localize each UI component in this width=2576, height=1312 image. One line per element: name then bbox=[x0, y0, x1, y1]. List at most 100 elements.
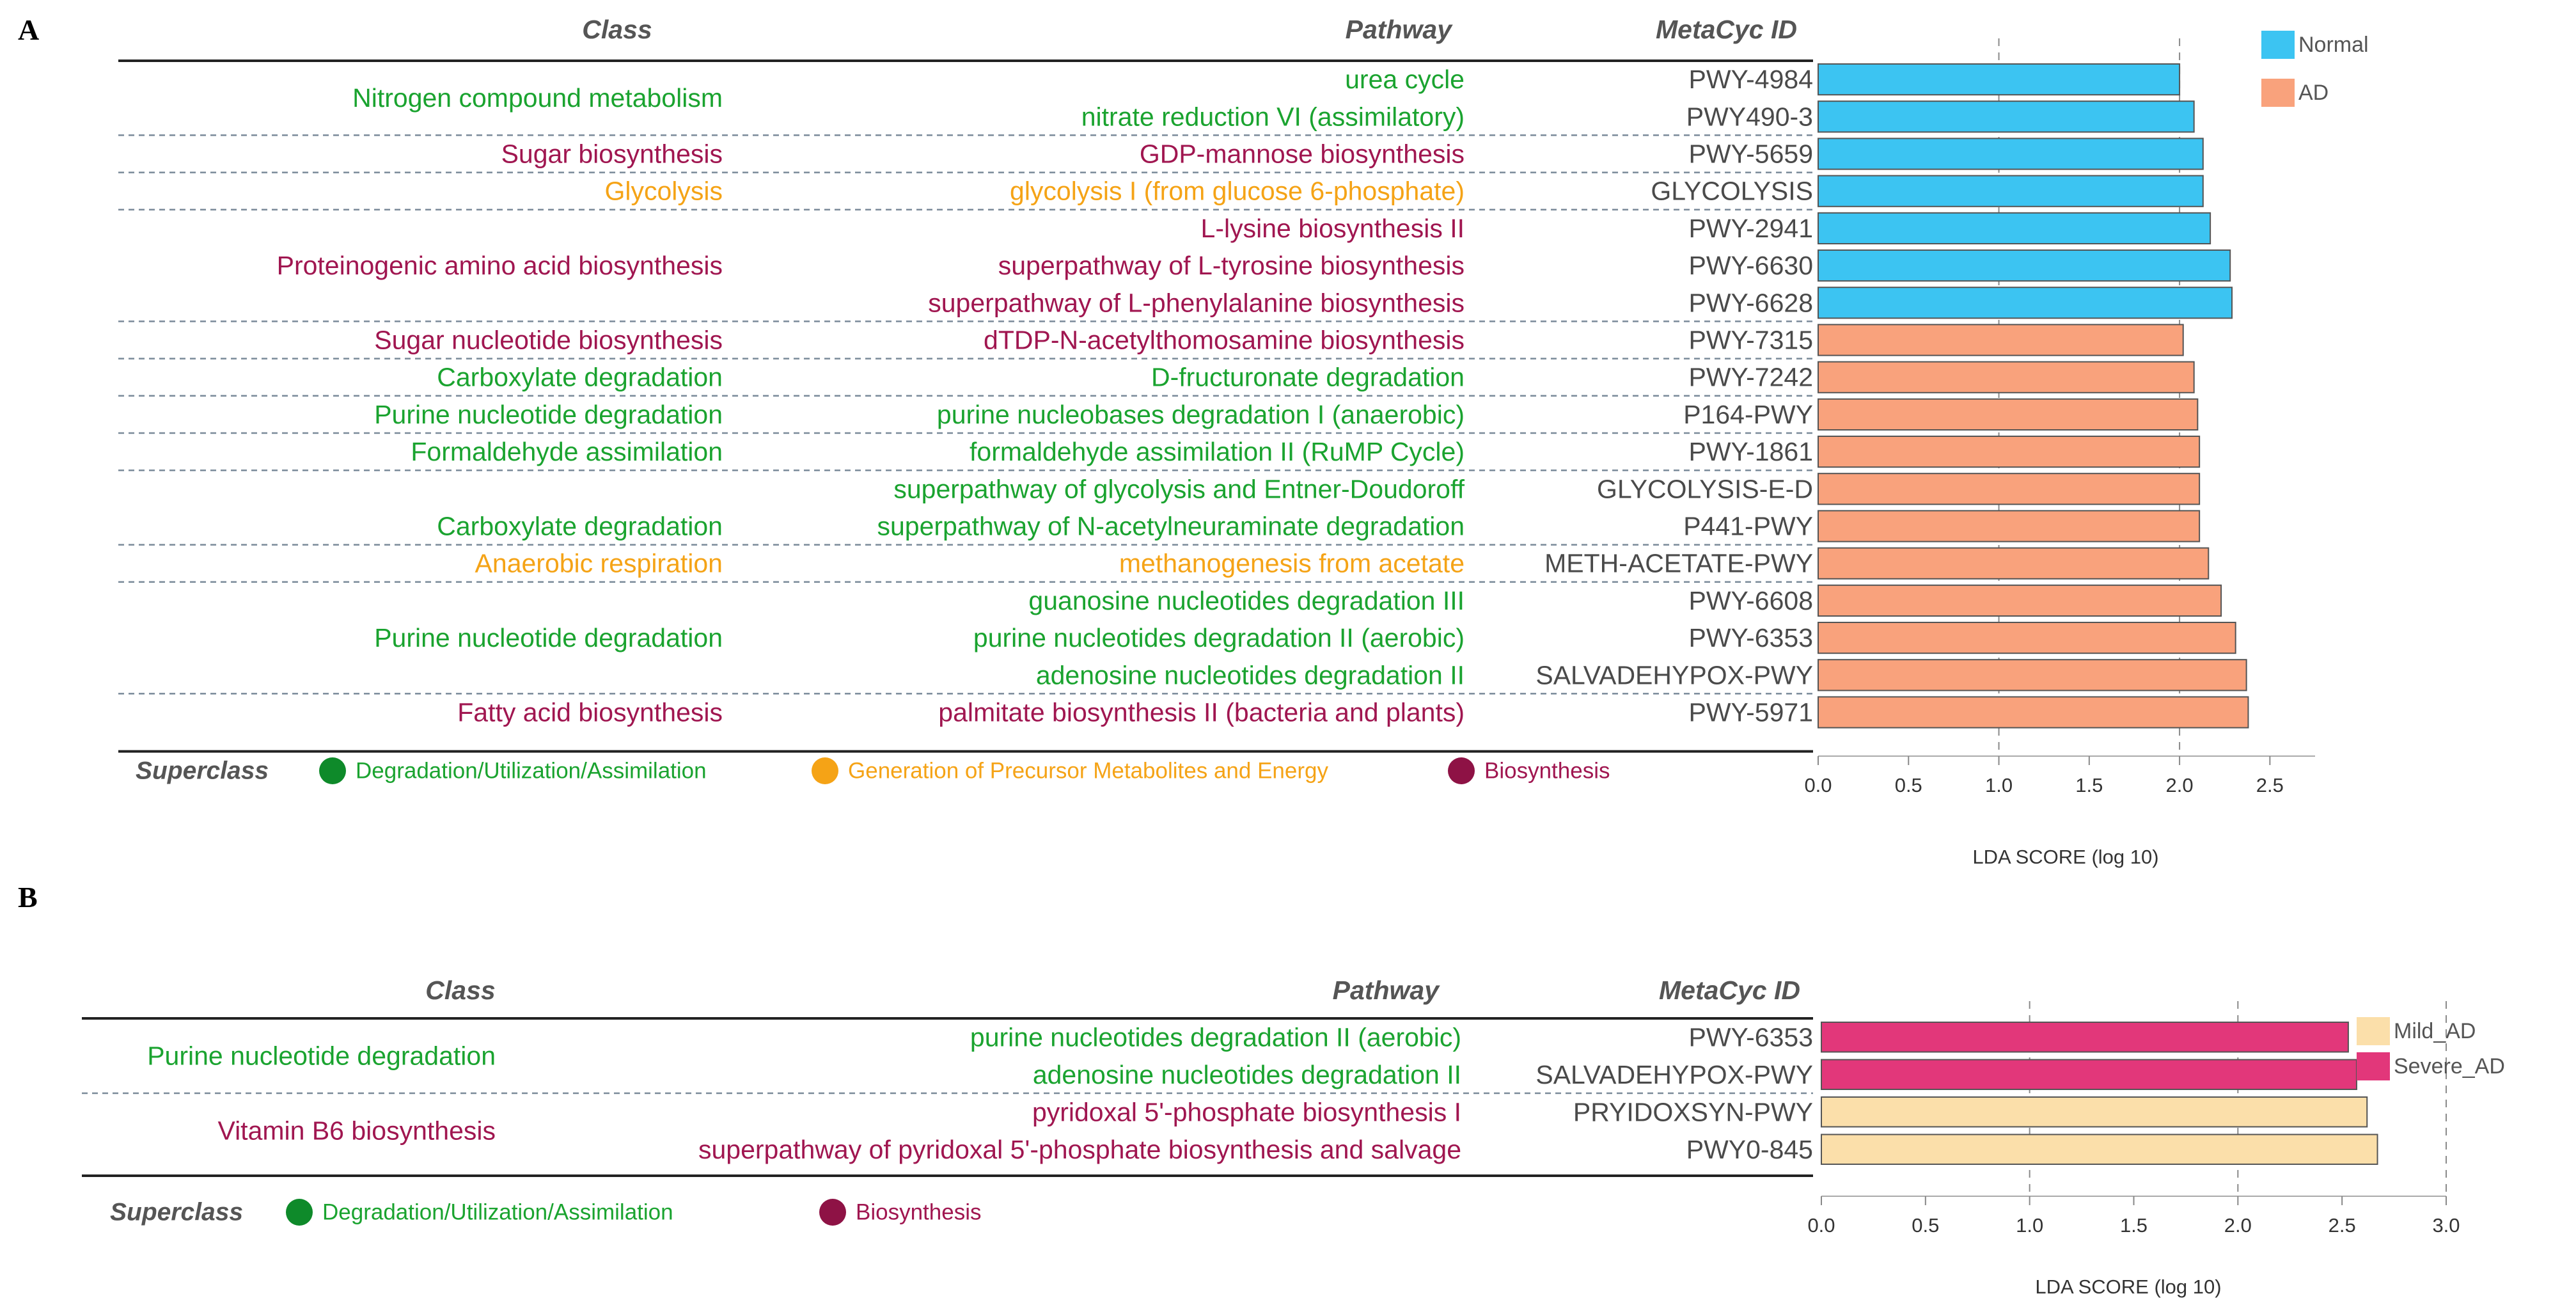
panel_b-legend-swatch bbox=[2357, 1017, 2390, 1045]
panel-a: A Class Pathway MetaCyc ID urea cycle PWY-498… bbox=[18, 13, 2369, 868]
panel_a-bar bbox=[1818, 100, 2195, 133]
panel_a-bar bbox=[1818, 249, 2231, 282]
panel_a-x-tick-label: 1.0 bbox=[1985, 774, 2013, 796]
panel_a-class-label: Purine nucleotide degradation bbox=[374, 623, 723, 652]
panel_b-x-tick-label: 2.0 bbox=[2224, 1214, 2252, 1237]
panel_a-metacyc-id: PWY-4984 bbox=[1689, 65, 1814, 94]
panel_a-bar bbox=[1818, 436, 2201, 468]
panel_a-superclass-dot-icon bbox=[1448, 757, 1475, 784]
panel_b-bar bbox=[1821, 1096, 2368, 1128]
panel_b-class-label: Purine nucleotide degradation bbox=[147, 1041, 496, 1071]
panel_a-metacyc-id: SALVADEHYPOX-PWY bbox=[1535, 660, 1813, 690]
panel_a-metacyc-id: PWY-7242 bbox=[1689, 363, 1814, 392]
panel_b-header-class: Class bbox=[425, 976, 495, 1005]
panel_a-legend-swatch bbox=[2261, 79, 2295, 107]
panel_b-header-metacyc-id: MetaCyc ID bbox=[1659, 976, 1800, 1005]
panel_a-metacyc-id: PWY-6630 bbox=[1689, 251, 1814, 280]
panel_b-pathway-label: adenosine nucleotides degradation II bbox=[1033, 1060, 1461, 1089]
panel_a-superclass-item: Biosynthesis bbox=[1484, 759, 1610, 784]
panel_a-pathway-label: nitrate reduction VI (assimilatory) bbox=[1081, 102, 1465, 131]
panel_a-class-label: Carboxylate degradation bbox=[437, 512, 723, 541]
panel_a-pathway-label: superpathway of L-tyrosine biosynthesis bbox=[998, 251, 1465, 280]
panel_a-class-label: Nitrogen compound metabolism bbox=[352, 83, 723, 113]
panel_a-bar bbox=[1818, 659, 2247, 692]
panel_a-superclass-title: Superclass bbox=[136, 757, 269, 785]
panel_a-pathway-label: adenosine nucleotides degradation II bbox=[1036, 660, 1465, 690]
panel_b-superclass-title: Superclass bbox=[110, 1199, 243, 1226]
panel_a-panel-label: A bbox=[18, 13, 39, 46]
panel_a-metacyc-id: PWY-6608 bbox=[1689, 586, 1814, 615]
panel_a-x-tick-label: 1.5 bbox=[2075, 774, 2103, 796]
panel_a-metacyc-id: PWY-6628 bbox=[1689, 288, 1814, 317]
panel_a-pathway-label: D-fructuronate degradation bbox=[1151, 363, 1465, 392]
panel_b-x-tick-label: 0.0 bbox=[1807, 1214, 1835, 1237]
panel_b-legend-label: Severe_AD bbox=[2394, 1054, 2505, 1079]
panel_b-x-tick-label: 1.5 bbox=[2120, 1214, 2148, 1237]
panel_a-bar bbox=[1818, 398, 2199, 431]
panel_a-metacyc-id: PWY-1861 bbox=[1689, 437, 1814, 466]
panel_a-x-tick-label: 2.0 bbox=[2166, 774, 2194, 796]
panel_a-x-tick-label: 0.5 bbox=[1895, 774, 1922, 796]
panel_a-metacyc-id: METH-ACETATE-PWY bbox=[1544, 549, 1813, 578]
panel_a-pathway-label: superpathway of L-phenylalanine biosynth… bbox=[928, 288, 1465, 317]
panel_a-metacyc-id: PWY-2941 bbox=[1689, 214, 1814, 243]
panel_a-bar bbox=[1818, 138, 2204, 170]
panel_a-pathway-label: guanosine nucleotides degradation III bbox=[1028, 586, 1465, 615]
panel_b-x-tick-label: 0.5 bbox=[1912, 1214, 1939, 1237]
panel_a-metacyc-id: PWY490-3 bbox=[1686, 102, 1813, 131]
panel_a-pathway-label: glycolysis I (from glucose 6-phosphate) bbox=[1010, 177, 1465, 206]
panel_a-x-tick-label: 0.0 bbox=[1804, 774, 1832, 796]
panel_b-metacyc-id: PWY-6353 bbox=[1689, 1022, 1814, 1052]
panel_a-class-label: Sugar nucleotide biosynthesis bbox=[374, 326, 723, 355]
panel_a-x-axis-label: LDA SCORE (log 10) bbox=[1972, 846, 2158, 868]
panel_b-x-tick-label: 2.5 bbox=[2329, 1214, 2356, 1237]
panel_a-bar bbox=[1818, 547, 2210, 580]
panel_b-bar bbox=[1821, 1134, 2378, 1165]
panel_a-superclass-dot-icon bbox=[812, 757, 838, 784]
panel_b-superclass-item: Biosynthesis bbox=[856, 1200, 981, 1225]
panel_b-x-tick-label: 1.0 bbox=[2016, 1214, 2043, 1237]
panel_a-class-label: Purine nucleotide degradation bbox=[374, 400, 723, 429]
panel_a-bar bbox=[1818, 361, 2195, 393]
panel_a-metacyc-id: GLYCOLYSIS bbox=[1651, 177, 1813, 206]
panel_b-superclass-item: Degradation/Utilization/Assimilation bbox=[322, 1200, 673, 1225]
panel_a-bar bbox=[1818, 63, 2181, 96]
panel_b-pathway-label: superpathway of pyridoxal 5'-phosphate b… bbox=[698, 1135, 1461, 1164]
panel_b-metacyc-id: PRYIDOXSYN-PWY bbox=[1573, 1097, 1813, 1126]
panel_a-x-tick-label: 2.5 bbox=[2256, 774, 2284, 796]
panel_a-bar bbox=[1818, 324, 2184, 356]
panel_a-pathway-label: L-lysine biosynthesis II bbox=[1201, 214, 1465, 243]
panel_a-legend-label: AD bbox=[2298, 81, 2329, 105]
panel_a-pathway-label: methanogenesis from acetate bbox=[1119, 549, 1465, 578]
panel_a-pathway-label: superpathway of N-acetylneuraminate degr… bbox=[877, 512, 1465, 541]
panel_b-header-pathway: Pathway bbox=[1333, 976, 1441, 1005]
panel_a-pathway-label: palmitate biosynthesis II (bacteria and … bbox=[938, 698, 1465, 727]
panel_a-class-label: Formaldehyde assimilation bbox=[411, 437, 723, 466]
panel_a-bar bbox=[1818, 510, 2201, 542]
panel_a-pathway-label: superpathway of glycolysis and Entner-Do… bbox=[893, 474, 1465, 503]
panel_a-bar bbox=[1818, 212, 2211, 244]
panel_a-class-label: Carboxylate degradation bbox=[437, 363, 723, 392]
panel_b-bar bbox=[1821, 1022, 2349, 1053]
panel_a-pathway-label: purine nucleotides degradation II (aerob… bbox=[973, 623, 1465, 652]
panel_b-legend-label: Mild_AD bbox=[2394, 1019, 2476, 1043]
panel_a-class-label: Glycolysis bbox=[604, 177, 723, 206]
panel_a-bar bbox=[1818, 696, 2249, 729]
panel_b-pathway-label: pyridoxal 5'-phosphate biosynthesis I bbox=[1032, 1097, 1461, 1126]
panel_a-metacyc-id: PWY-5659 bbox=[1689, 139, 1814, 169]
panel_a-metacyc-id: PWY-6353 bbox=[1689, 623, 1814, 652]
panel_b-bar bbox=[1821, 1059, 2357, 1090]
panel_b-x-tick-label: 3.0 bbox=[2432, 1214, 2460, 1237]
panel_a-bar bbox=[1818, 175, 2204, 207]
panel_a-class-label: Sugar biosynthesis bbox=[501, 139, 723, 169]
panel_a-bar bbox=[1818, 287, 2233, 319]
panel_a-header-metacyc-id: MetaCyc ID bbox=[1656, 15, 1797, 44]
panel_a-bar bbox=[1818, 584, 2222, 617]
panel_a-legend-label: Normal bbox=[2298, 33, 2369, 57]
panel_a-metacyc-id: GLYCOLYSIS-E-D bbox=[1597, 474, 1813, 503]
panel_a-pathway-label: dTDP-N-acetylthomosamine biosynthesis bbox=[984, 326, 1465, 355]
panel_a-pathway-label: urea cycle bbox=[1345, 65, 1465, 94]
panel_b-legend-swatch bbox=[2357, 1052, 2390, 1080]
panel_a-metacyc-id: P164-PWY bbox=[1683, 400, 1813, 429]
